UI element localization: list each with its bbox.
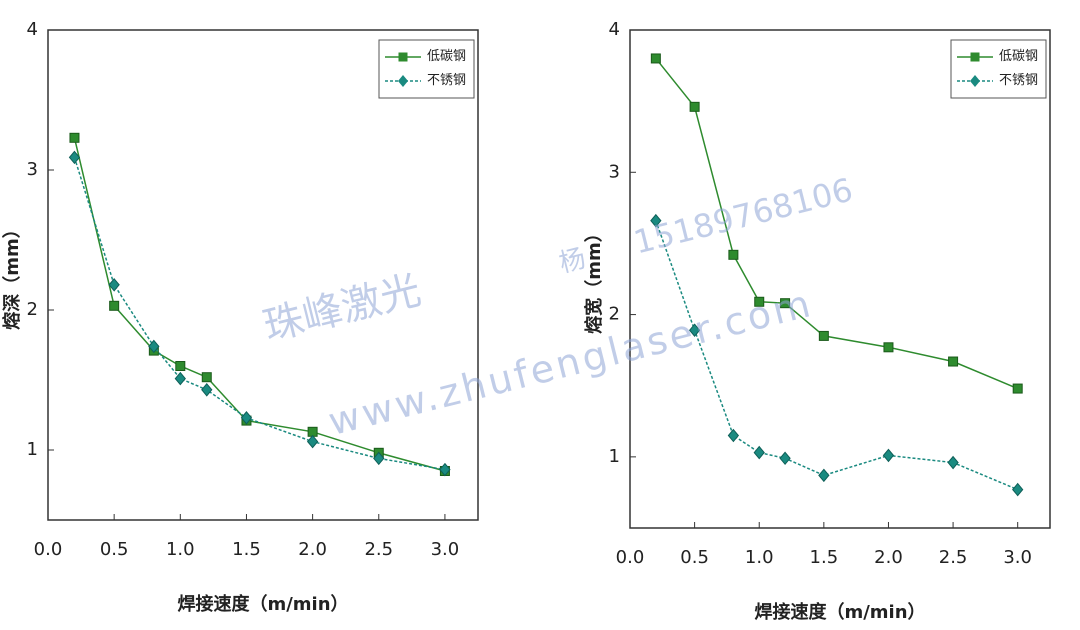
- point: [754, 296, 765, 307]
- x-tick-label: 2.0: [874, 547, 903, 568]
- x-tick-label: 0.0: [34, 539, 63, 560]
- legend-marker: [398, 52, 408, 62]
- x-tick-label: 1.0: [166, 539, 195, 560]
- point: [689, 101, 700, 112]
- plot-frame: [629, 29, 1051, 529]
- point: [818, 468, 830, 483]
- x-tick-label: 1.5: [810, 547, 839, 568]
- point: [947, 455, 959, 470]
- legend-marker: [398, 75, 408, 87]
- point: [175, 361, 186, 371]
- y-tick-label: 2: [27, 299, 38, 320]
- point: [688, 323, 701, 338]
- x-axis-label: 焊接速度（m/min）: [754, 601, 925, 623]
- point: [753, 445, 765, 460]
- legend-box: [378, 39, 475, 99]
- charts: 1 2 3 4 0.0 0.5 1.0 1.5 2.0 2.5 3.0 焊接速度（m/min） 熔深（m…: [1, 19, 1051, 623]
- x-tick-label: 3.0: [1003, 547, 1032, 568]
- series-line: [655, 220, 1018, 491]
- x-tick-label: 2.0: [298, 539, 327, 560]
- x-tick-label: 3.0: [431, 539, 460, 560]
- point: [779, 451, 791, 466]
- point: [174, 371, 186, 386]
- y-axis-label: 熔宽（mm）: [583, 224, 605, 334]
- y-tick-label: 3: [27, 159, 38, 180]
- point: [650, 213, 662, 228]
- watermark-text: 珠峰激光: [259, 267, 425, 350]
- legend-label: 不锈钢: [427, 72, 466, 87]
- chart: 1 2 3 4 0.0 0.5 1.0 1.5 2.0 2.5 3.0 焊接速度（m/min） 熔深（m…: [1, 19, 479, 615]
- y-tick-label: 4: [609, 19, 620, 40]
- x-axis-label: 焊接速度（m/min）: [177, 593, 348, 615]
- point: [650, 53, 661, 64]
- plot-frame: [47, 29, 479, 521]
- point: [883, 342, 894, 353]
- y-tick-label: 3: [609, 161, 620, 182]
- y-tick-label: 2: [609, 304, 620, 325]
- point: [148, 339, 160, 354]
- point: [728, 249, 739, 260]
- point: [882, 448, 895, 463]
- legend-marker: [970, 75, 980, 87]
- x-tick-label: 0.5: [680, 547, 709, 568]
- point: [240, 411, 253, 425]
- point: [108, 278, 120, 292]
- point: [306, 434, 319, 449]
- point: [69, 132, 80, 143]
- x-tick-label: 1.0: [745, 547, 774, 568]
- point: [1012, 383, 1023, 394]
- point: [373, 451, 385, 466]
- point: [201, 383, 213, 397]
- legend-label: 不锈钢: [999, 72, 1038, 87]
- point: [1012, 482, 1024, 497]
- legend-marker: [970, 52, 980, 62]
- legend-label: 低碳钢: [427, 48, 466, 63]
- watermark-text: 15189768106: [630, 170, 856, 261]
- y-tick-label: 1: [609, 446, 620, 467]
- point: [780, 298, 791, 309]
- x-tick-label: 2.5: [364, 539, 393, 560]
- point: [109, 300, 120, 311]
- y-tick-label: 4: [27, 19, 38, 40]
- legend-label: 低碳钢: [999, 48, 1038, 63]
- point: [68, 150, 81, 165]
- x-tick-label: 0.5: [100, 539, 129, 560]
- chart: 1 2 3 4 0.0 0.5 1.0 1.5 2.0 2.5 3.0 焊接速度（m/min） 熔宽（m…: [583, 19, 1051, 623]
- y-tick-label: 1: [27, 439, 38, 460]
- x-tick-label: 2.5: [939, 547, 968, 568]
- x-tick-label: 0.0: [616, 547, 645, 568]
- point: [727, 428, 740, 443]
- point: [439, 462, 451, 477]
- y-axis-label: 熔深（mm）: [1, 220, 23, 330]
- watermark: 珠峰激光 杨 15189768106 www.zhufenglaser.com: [259, 170, 856, 443]
- point: [201, 372, 212, 383]
- point: [948, 356, 959, 367]
- legend-box: [950, 39, 1047, 99]
- x-tick-label: 1.5: [232, 539, 261, 560]
- point: [818, 330, 829, 341]
